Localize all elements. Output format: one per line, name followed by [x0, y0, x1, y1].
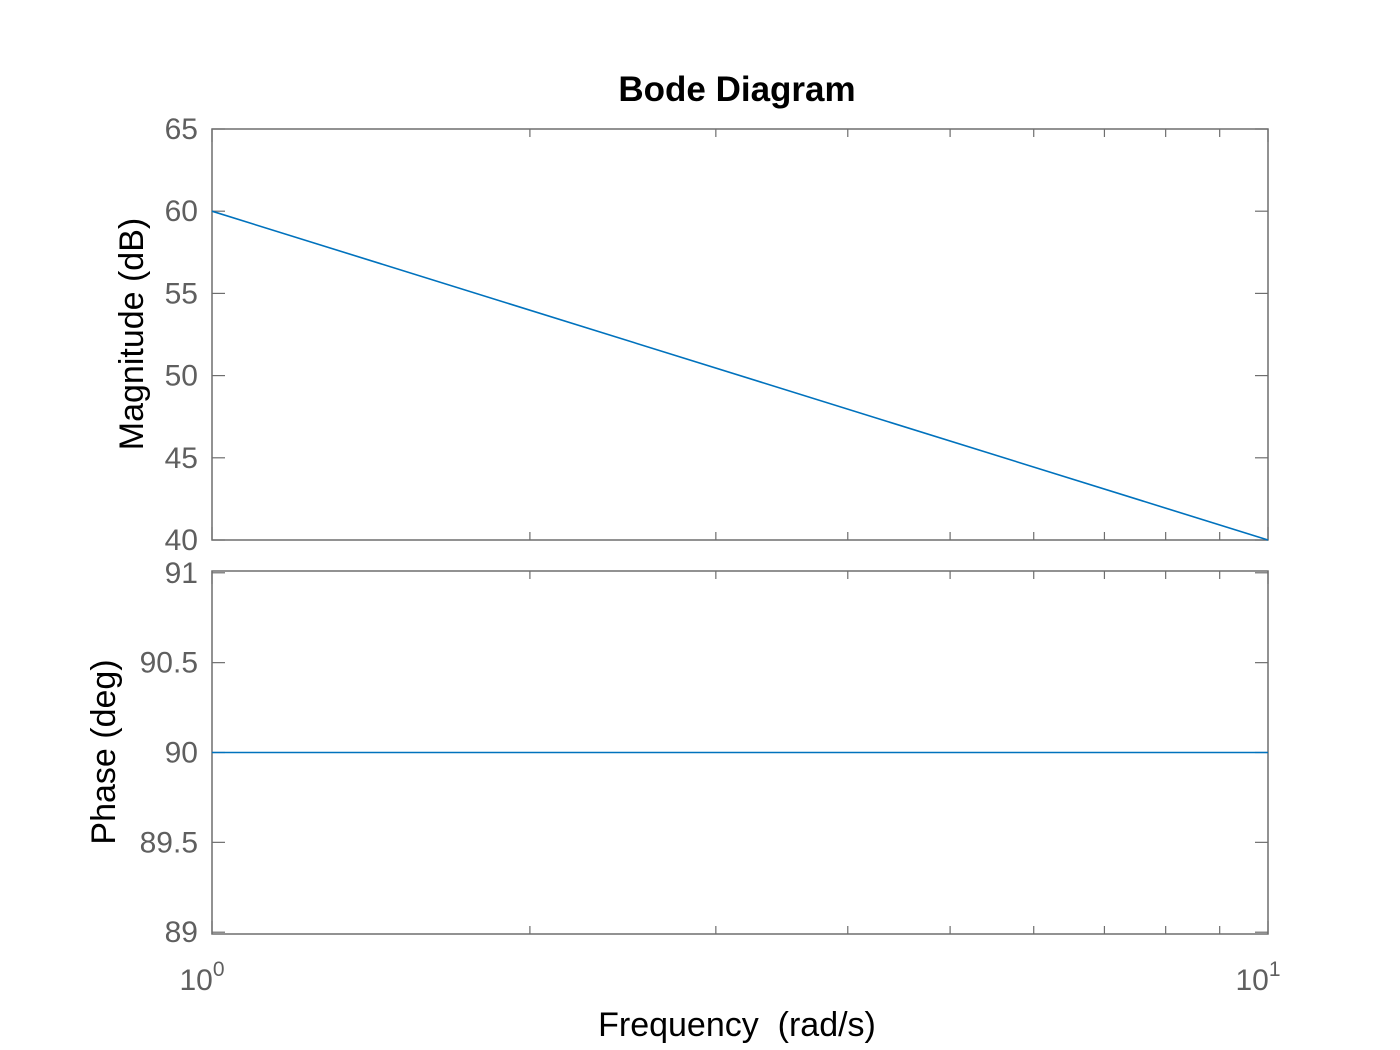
magnitude-series-line — [211, 210, 1269, 541]
magnitude-ticks — [211, 128, 1269, 541]
phase-plot: 89 89.5 90 90.5 91 Phase (deg) — [85, 557, 1269, 949]
frequency-axis-label: Frequency (rad/s) — [598, 1006, 876, 1044]
magnitude-ytick-label: 50 — [165, 360, 198, 393]
x-tick-label-min-base: 10 — [179, 964, 212, 997]
frequency-x-tick-labels: 100 101 — [179, 958, 1280, 997]
magnitude-plot-frame — [211, 128, 1269, 541]
magnitude-ytick-label: 55 — [165, 277, 198, 310]
magnitude-ytick-label: 60 — [165, 195, 198, 228]
phase-ytick-label: 89.5 — [140, 826, 198, 859]
magnitude-ytick-label: 45 — [165, 442, 198, 475]
magnitude-ytick-label: 65 — [165, 113, 198, 146]
magnitude-series — [211, 210, 1269, 541]
phase-ytick-label: 90.5 — [140, 647, 198, 680]
chart-title: Bode Diagram — [618, 70, 855, 109]
x-tick-label-min: 100 — [179, 958, 224, 997]
phase-axis-label: Phase (deg) — [85, 659, 123, 844]
magnitude-plot: 40 45 50 55 60 65 Magnitude (dB) — [113, 113, 1269, 557]
magnitude-y-tick-labels: 40 45 50 55 60 65 — [165, 113, 198, 557]
x-tick-label-min-exponent: 0 — [213, 958, 225, 981]
magnitude-ytick-label: 40 — [165, 524, 198, 557]
phase-ytick-label: 91 — [165, 557, 198, 590]
magnitude-axis-label: Magnitude (dB) — [113, 218, 151, 450]
x-tick-label-max-exponent: 1 — [1269, 958, 1281, 981]
phase-ytick-label: 89 — [165, 916, 198, 949]
x-tick-label-max: 101 — [1235, 958, 1280, 997]
phase-y-tick-labels: 89 89.5 90 90.5 91 — [140, 557, 198, 949]
phase-ytick-label: 90 — [165, 737, 198, 770]
x-tick-label-max-base: 10 — [1235, 964, 1268, 997]
